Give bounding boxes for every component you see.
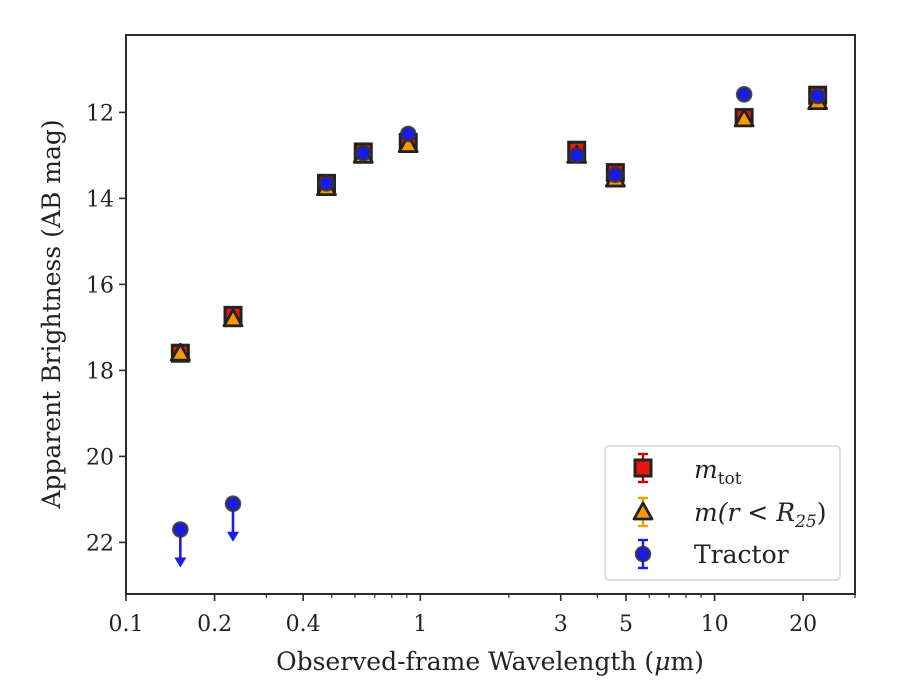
point-mr25 xyxy=(169,342,191,362)
legend-marker-tractor xyxy=(634,545,652,563)
legend-label-mtot: mtot xyxy=(694,455,742,489)
point-tractor xyxy=(809,87,826,105)
point-tractor xyxy=(224,495,242,513)
point-tractor xyxy=(568,147,586,164)
x-tick-label: 20 xyxy=(789,612,817,637)
legend: mtot m(r < R25) Tractor xyxy=(604,445,841,581)
upper-limit-arrowhead xyxy=(174,557,187,568)
legend-marker-mr25 xyxy=(632,501,654,521)
y-tick-label: 18 xyxy=(86,359,114,384)
x-tick-label: 1 xyxy=(413,612,427,637)
point-mr25 xyxy=(733,108,755,128)
y-tick-label: 16 xyxy=(86,273,114,298)
x-tick-label: 0.1 xyxy=(109,612,144,637)
point-tractor xyxy=(399,125,417,143)
legend-label-tractor: Tractor xyxy=(694,540,789,569)
legend-marker-mtot xyxy=(633,458,653,478)
y-tick-label: 12 xyxy=(86,101,114,126)
x-tick-label: 3 xyxy=(554,612,568,637)
point-tractor xyxy=(172,521,189,538)
point-tractor xyxy=(607,166,624,184)
x-tick-label: 0.2 xyxy=(197,612,232,637)
legend-box xyxy=(604,445,841,581)
x-tick-label: 10 xyxy=(701,612,729,637)
point-mr25 xyxy=(397,134,419,154)
legend-markers xyxy=(632,452,654,570)
y-axis-label: Apparent Brightness (AB mag) xyxy=(37,119,66,509)
point-tractor xyxy=(318,175,335,192)
upper-limit-arrowhead xyxy=(227,531,240,542)
axis-ticks: 0.1 0.2 0.4 1 3 5 10 20 12 14 16 18 20 22 xyxy=(86,101,856,637)
x-tick-label: 0.4 xyxy=(286,612,321,637)
data-points xyxy=(169,85,829,568)
plot-frame xyxy=(125,34,856,595)
point-tractor xyxy=(735,86,753,103)
y-tick-label: 14 xyxy=(86,187,114,212)
legend-label-mr25: m(r < R25) xyxy=(694,498,826,532)
x-tick-label: 5 xyxy=(619,612,633,637)
y-tick-label: 20 xyxy=(86,445,114,470)
y-tick-label: 22 xyxy=(86,531,114,556)
point-tractor xyxy=(354,144,372,162)
x-axis-label: Observed-frame Wavelength (μm) xyxy=(276,647,704,676)
point-mr25 xyxy=(222,308,244,328)
